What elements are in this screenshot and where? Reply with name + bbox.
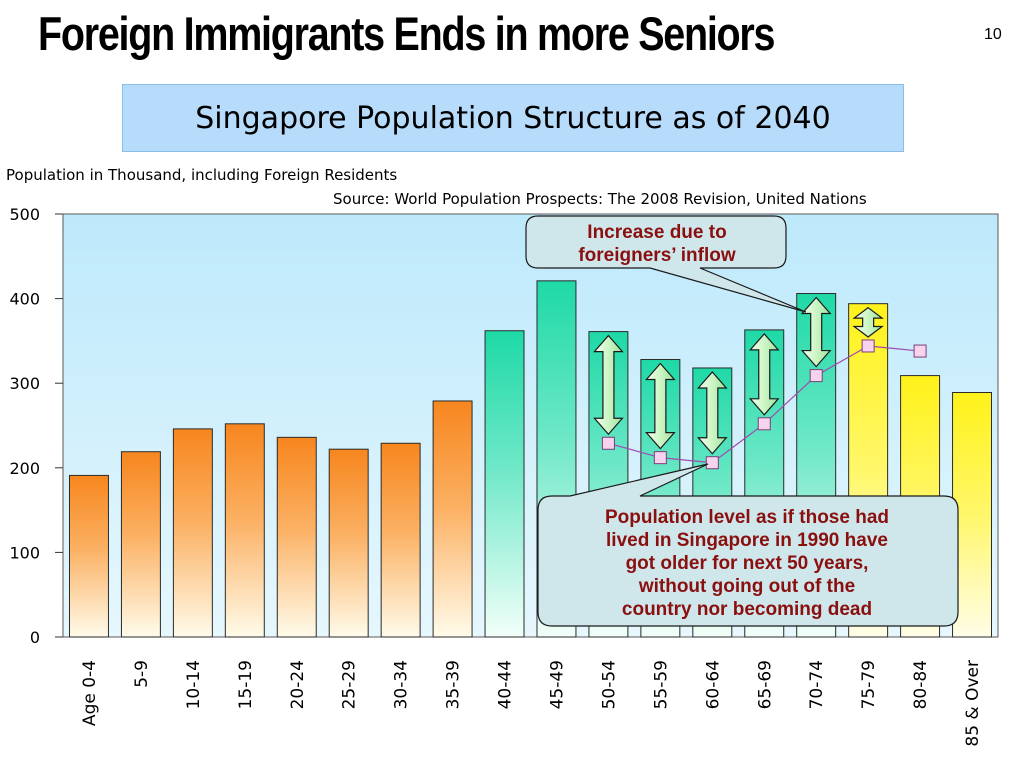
x-tick-label: 25-29 <box>340 660 360 709</box>
x-tick-label: 35-39 <box>444 660 464 709</box>
y-axis-label: Population in Thousand, including Foreig… <box>6 166 397 184</box>
bar-20-24 <box>276 436 317 638</box>
callout-population-shape <box>537 463 959 627</box>
slide-number: 10 <box>984 26 1002 43</box>
increase-arrow-60-64 <box>696 371 728 455</box>
y-tick-label: 100 <box>9 543 40 562</box>
y-tick-labels: 0 100 200 300 400 500 <box>9 205 40 647</box>
x-tick-label: Age 0-4 <box>80 660 100 726</box>
x-tick-label: 55-59 <box>651 660 671 709</box>
aged-1990-line <box>601 339 927 470</box>
x-tick-label: 80-84 <box>911 660 931 709</box>
callout-increase-shape <box>525 215 807 313</box>
callout-increase-line-1: Increase due to <box>587 222 726 243</box>
x-tick-label: 50-54 <box>599 660 619 709</box>
x-tick-label: 75-79 <box>859 660 879 709</box>
aged-1990-point-65-69 <box>757 417 771 431</box>
bar-25-29 <box>328 448 369 638</box>
y-tick-label: 200 <box>9 459 40 478</box>
bar-40-44 <box>484 330 525 638</box>
bar-35-39 <box>432 400 473 638</box>
x-tick-label: 10-14 <box>184 660 204 709</box>
callout-population-line-5: country nor becoming dead <box>622 599 872 620</box>
x-tick-label: 15-19 <box>236 660 256 709</box>
callout-population-line-4: without going out of the <box>638 576 855 597</box>
aged-1990-point-70-74 <box>809 369 823 383</box>
callout-population-line-1: Population level as if those had <box>605 507 889 528</box>
increase-arrow-50-54 <box>593 334 624 436</box>
x-tick-label: 20-24 <box>288 660 308 709</box>
bar-30-34 <box>380 442 421 638</box>
y-tick-label: 400 <box>9 290 40 309</box>
x-tick-label: 5-9 <box>132 660 152 688</box>
callout-population-line-3: got older for next 50 years, <box>626 553 869 574</box>
y-tick-label: 300 <box>9 374 40 393</box>
callout-population-line-2: lived in Singapore in 1990 have <box>606 530 888 551</box>
subtitle-banner: Singapore Population Structure as of 204… <box>122 84 904 152</box>
callout-increase: Increase due to foreigners’ inflow <box>525 215 807 313</box>
increase-arrow-55-59 <box>645 362 676 450</box>
bar-10-14 <box>172 428 213 638</box>
aged-1990-point-55-59 <box>653 451 667 465</box>
bar-15-19 <box>224 423 265 638</box>
aged-1990-point-60-64 <box>705 456 719 470</box>
callout-increase-line-2: foreigners’ inflow <box>578 245 736 266</box>
bar-85-over <box>952 392 993 638</box>
y-tick-label: 500 <box>9 205 40 224</box>
x-tick-label: 30-34 <box>392 660 412 709</box>
increase-arrows <box>593 296 884 455</box>
aged-1990-point-50-54 <box>601 436 615 450</box>
main-title: Foreign Immigrants Ends in more Seniors <box>38 7 775 60</box>
bar-5-9 <box>120 451 161 638</box>
x-tick-label: 40-44 <box>496 660 516 709</box>
x-tick-labels: Age 0-4 5-9 10-14 15-19 20-24 25-29 30-34 35-39… <box>80 660 983 747</box>
bar-age-0-4 <box>68 474 109 638</box>
increase-arrow-75-79 <box>852 306 884 338</box>
gridlines <box>55 213 63 638</box>
aged-1990-point-80-84 <box>913 344 927 358</box>
x-tick-label: 45-49 <box>547 660 567 709</box>
x-tick-label: 85 & Over <box>963 660 983 747</box>
subtitle-text: Singapore Population Structure as of 204… <box>195 100 831 136</box>
increase-arrow-65-69 <box>748 332 780 416</box>
y-tick-label: 0 <box>30 628 40 647</box>
x-tick-label: 60-64 <box>703 660 723 709</box>
source-note: Source: World Population Prospects: The … <box>333 190 867 208</box>
callout-population: Population level as if those had lived i… <box>537 463 959 627</box>
aged-1990-point-75-79 <box>861 339 875 353</box>
x-tick-label: 65-69 <box>755 660 775 709</box>
x-tick-label: 70-74 <box>807 660 827 709</box>
increase-arrow-70-74 <box>800 296 832 368</box>
